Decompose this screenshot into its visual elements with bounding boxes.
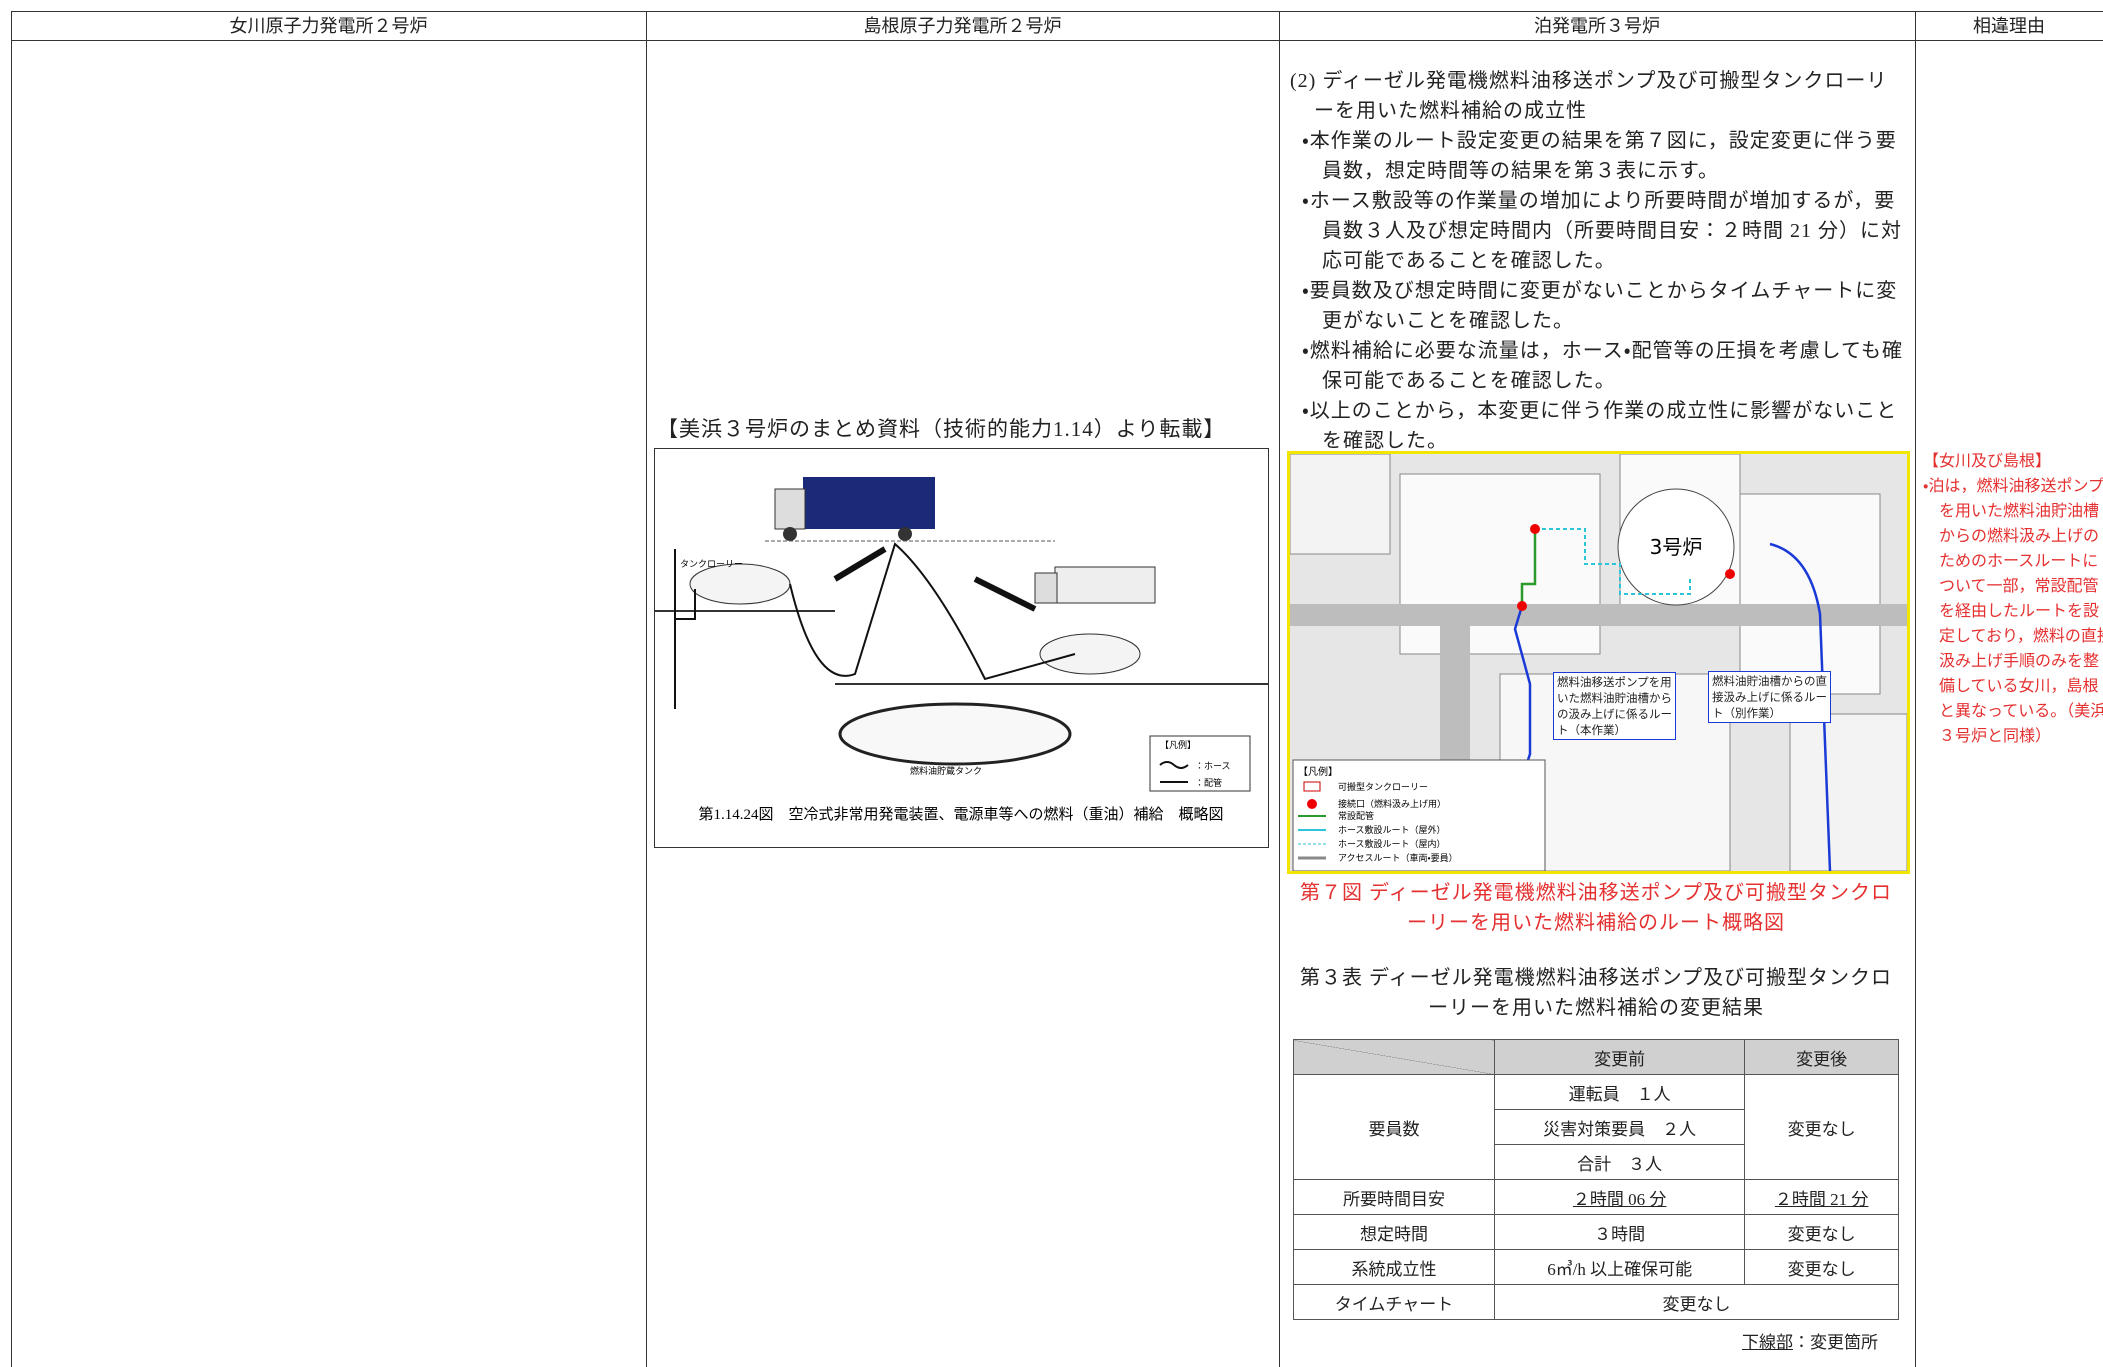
legend-item: ホース敷設ルート（屋内）: [1338, 838, 1446, 850]
row-label: 系統成立性: [1293, 1249, 1495, 1285]
rule: [11, 11, 2103, 12]
legend-item: 常設配管: [1338, 810, 1374, 822]
row-label: 所要時間目安: [1293, 1179, 1495, 1215]
reason: 【女川及び島根】 ・泊は，燃料油移送ポンプを用いた燃料油貯油槽からの燃料汲み上げ…: [1923, 449, 2103, 749]
note: 【美浜３号炉のまとめ資料（技術的能力1.14）より転載】: [657, 417, 1226, 441]
callout: 燃料油貯油槽からの直接汲み上げに係るルート（別作業）: [1708, 671, 1831, 723]
note-text: ：変更箇所: [1793, 1333, 1878, 1352]
route-map: 3号炉 燃料油移送ポンプを用いた燃料油貯油槽からの汲み上げに係るルート（本作業）…: [1290, 454, 1907, 871]
reason-title: 【女川及び島根】: [1923, 453, 2052, 470]
table-title: 第３表 ディーゼル発電機燃料油移送ポンプ及び可搬型タンクローリーを用いた燃料補給…: [1300, 967, 1892, 1019]
changed-value: ２時間 06 分: [1572, 1189, 1667, 1209]
legend-item: アクセスルート（車両・要員）: [1338, 852, 1458, 864]
cell: 運転員 １人: [1493, 1074, 1746, 1110]
route-figure: 3号炉 燃料油移送ポンプを用いた燃料油貯油槽からの汲み上げに係るルート（本作業）…: [1287, 451, 1910, 874]
row-label: 想定時間: [1293, 1214, 1495, 1250]
heading: (2) ディーゼル発電機燃料油移送ポンプ及び可搬型タンクローリーを用いた燃料補給…: [1290, 70, 1888, 122]
reactor-label: 3号炉: [1650, 535, 1703, 559]
rule: [11, 40, 2103, 41]
corner-cell: [1293, 1039, 1495, 1075]
figure-label: ：配管: [1195, 777, 1222, 789]
changed-value: ２時間 21 分: [1774, 1189, 1869, 1209]
bullet: ・以上のことから，本変更に伴う作業の成立性に影響がないことを確認した。: [1302, 400, 1898, 452]
text-block: (2) ディーゼル発電機燃料油移送ポンプ及び可搬型タンクローリーを用いた燃料補給…: [1290, 66, 1906, 456]
cell: 合計 ３人: [1493, 1144, 1746, 1180]
header-cell: 変更後: [1744, 1039, 1899, 1075]
figure: タンクローリー 燃料油貯蔵タンク 【凡例】 ：ホース ：配管 第1.14.24図…: [654, 448, 1269, 848]
column-header: 相違理由: [1973, 16, 2045, 36]
cell: 変更なし: [1744, 1074, 1899, 1180]
figure-label: 【凡例】: [1160, 739, 1196, 751]
figure-label: ：ホース: [1195, 761, 1231, 772]
bullet: ・要員数及び想定時間に変更がないことからタイムチャートに変更がないことを確認した…: [1302, 280, 1898, 332]
figure-caption: 第1.14.24図 空冷式非常用発電装置、電源車等への燃料（重油）補給 概略図: [698, 805, 1223, 823]
header-cell: 変更前: [1493, 1039, 1746, 1075]
figure-drawing: タンクローリー 燃料油貯蔵タンク 【凡例】 ：ホース ：配管 第1.14.24図…: [655, 477, 1268, 823]
cell: 災害対策要員 ２人: [1493, 1109, 1746, 1145]
column-header: 女川原子力発電所２号炉: [229, 16, 428, 36]
legend-item: 接続口（燃料汲み上げ用）: [1338, 798, 1446, 810]
cell: ２時間 21 分: [1744, 1179, 1899, 1215]
cell: 変更なし: [1744, 1249, 1899, 1285]
row-label: 要員数: [1293, 1074, 1495, 1180]
table-note: 下線部：変更箇所: [1742, 1328, 1878, 1353]
legend-item: ホース敷設ルート（屋外）: [1338, 824, 1446, 836]
figure-label: 燃料油貯蔵タンク: [910, 765, 982, 777]
column-header: 泊発電所３号炉: [1534, 16, 1660, 36]
figure-caption: 第７図 ディーゼル発電機燃料油移送ポンプ及び可搬型タンクローリーを用いた燃料補給…: [1300, 882, 1892, 934]
result-table: 変更前 変更後 要員数 運転員 １人 変更なし 災害対策要員 ２人 合計 ３人 所要時…: [1293, 1039, 1899, 1320]
rule: [11, 11, 12, 1367]
cell: ３時間: [1493, 1214, 1746, 1250]
rule: [646, 11, 647, 1367]
legend-title: 【凡例】: [1298, 765, 1338, 778]
column-header: 島根原子力発電所２号炉: [863, 16, 1062, 36]
bullet: ・燃料補給に必要な流量は，ホース・配管等の圧損を考慮しても確保可能であることを確…: [1302, 340, 1903, 392]
cell: 変更なし: [1494, 1284, 1899, 1320]
bullet: ・ホース敷設等の作業量の増加により所要時間が増加するが，要員数３人及び想定時間内…: [1302, 190, 1902, 272]
note-mark: 下線部: [1742, 1333, 1793, 1352]
callout: 燃料油移送ポンプを用いた燃料油貯油槽からの汲み上げに係るルート（本作業）: [1553, 672, 1676, 740]
rule: [1279, 11, 1280, 1367]
rule: [1915, 11, 1916, 1367]
cell: 変更なし: [1744, 1214, 1899, 1250]
reason-text: ・泊は，燃料油移送ポンプを用いた燃料油貯油槽からの燃料汲み上げのためのホースルー…: [1923, 478, 2103, 745]
row-label: タイムチャート: [1293, 1284, 1495, 1320]
bullet: ・本作業のルート設定変更の結果を第７図に，設定変更に伴う要員数，想定時間等の結果…: [1302, 130, 1897, 182]
cell: ２時間 06 分: [1493, 1179, 1746, 1215]
figure-label: タンクローリー: [680, 559, 743, 570]
cell: 6㎥/h 以上確保可能: [1493, 1249, 1746, 1285]
legend-item: 可搬型タンクローリー: [1338, 781, 1428, 793]
